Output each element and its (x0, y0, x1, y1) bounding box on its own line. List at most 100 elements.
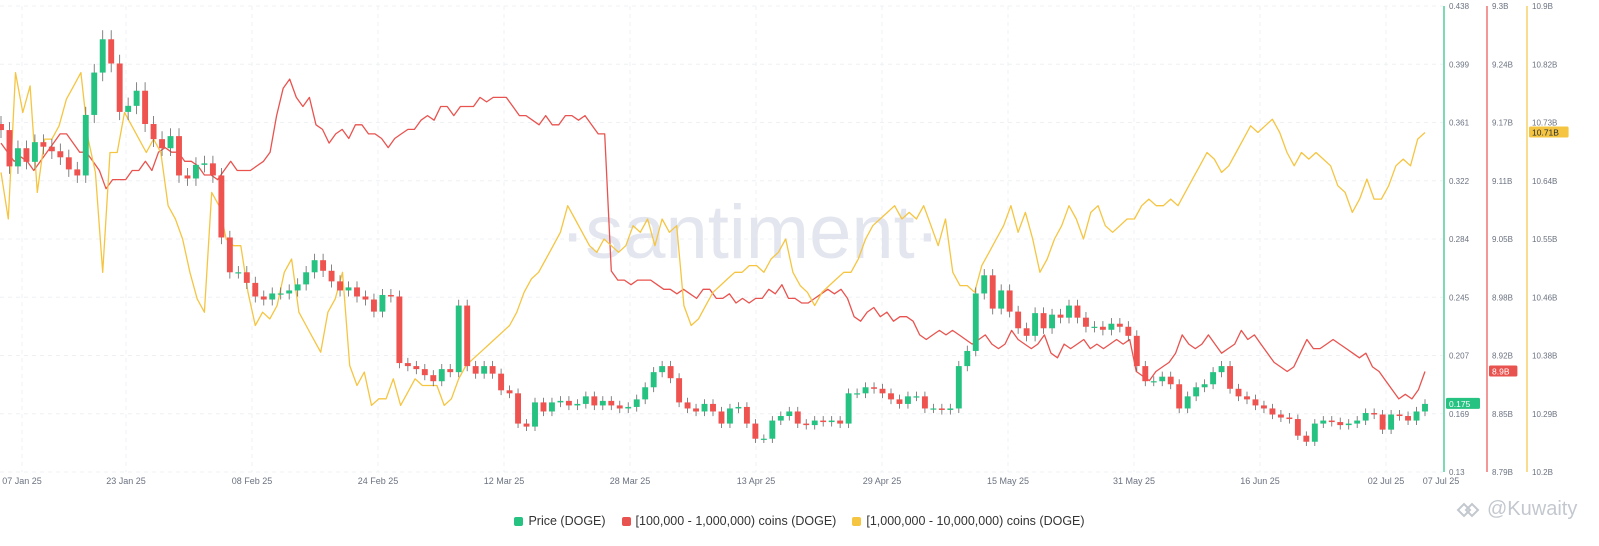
candle-body (116, 63, 123, 112)
legend-item-large-holders[interactable]: [1,000,000 - 10,000,000) coins (DOGE) (852, 514, 1085, 528)
x-tick-label: 29 Apr 25 (863, 476, 902, 486)
candle-body (1023, 328, 1030, 336)
candle-body (777, 416, 784, 421)
mid-holders-tick-label: 9.3B (1492, 2, 1508, 11)
candle-body (176, 136, 182, 176)
candle-body (99, 39, 106, 73)
mid-holders-tick-label: 8.85B (1492, 410, 1513, 419)
candle-body (862, 387, 869, 394)
candle-body (1388, 414, 1395, 430)
candle-body (108, 39, 115, 64)
candle-body (786, 411, 793, 417)
candle-body (235, 272, 242, 274)
candle-body (320, 260, 327, 271)
candle-body (608, 400, 615, 406)
candle-body (226, 237, 233, 273)
mid-holders-line (0, 78, 1426, 400)
candle-body (48, 146, 55, 152)
candle-body (6, 130, 13, 167)
candle-body (1210, 372, 1217, 385)
x-tick-label: 07 Jan 25 (2, 476, 42, 486)
x-tick-label: 28 Mar 25 (610, 476, 651, 486)
candle-body (1227, 366, 1233, 389)
candle-body (947, 408, 954, 410)
candle-body (591, 396, 598, 406)
candle-body (1379, 414, 1386, 430)
candle-body (667, 366, 674, 379)
candle-body (337, 281, 343, 291)
candle-body (1252, 399, 1259, 406)
candle-body (701, 403, 708, 412)
legend-swatch-mid-holders (621, 516, 631, 526)
candle-body (82, 114, 89, 176)
candle-body (1116, 323, 1123, 327)
candle-body (879, 388, 886, 394)
series-layer (0, 71, 1426, 407)
candle-body (574, 403, 581, 406)
candle-body (981, 275, 988, 294)
candle-body (1303, 435, 1310, 442)
candle-body (998, 290, 1005, 309)
candle-body (1057, 314, 1064, 318)
candle-body (489, 366, 496, 374)
x-tick-label: 31 May 25 (1113, 476, 1155, 486)
candle-body (565, 400, 572, 406)
candle-body (989, 275, 996, 309)
price-tick-label: 0.284 (1449, 235, 1470, 244)
legend-item-price[interactable]: Price (DOGE) (514, 514, 606, 528)
candle-body (74, 169, 81, 176)
candle-body (362, 296, 369, 300)
candle-body (371, 299, 377, 312)
candle-body (1354, 420, 1361, 424)
candle-body (379, 294, 386, 312)
candle-body (286, 290, 293, 294)
candle-body (125, 105, 132, 112)
price-tick-label: 0.169 (1449, 410, 1470, 419)
candle-body (1167, 376, 1174, 385)
price-tick-label: 0.207 (1449, 352, 1470, 361)
candle-body (1083, 317, 1089, 327)
candle-body (921, 396, 928, 409)
legend-label-large-holders: [1,000,000 - 10,000,000) coins (DOGE) (866, 514, 1085, 528)
candle-body (625, 406, 632, 409)
candle-body (532, 402, 538, 427)
candle-body (803, 423, 810, 426)
x-tick-label: 23 Jan 25 (106, 476, 146, 486)
candle-body (1066, 305, 1072, 318)
candle-body (913, 396, 920, 398)
grid-layer (0, 5, 1443, 473)
candle-body (1133, 335, 1140, 367)
candle-body (1125, 326, 1132, 336)
candle-body (57, 151, 64, 158)
candle-body (0, 124, 4, 131)
candle-body (845, 393, 852, 424)
legend-swatch-large-holders (852, 516, 862, 526)
legend-item-mid-holders[interactable]: [100,000 - 1,000,000) coins (DOGE) (621, 514, 836, 528)
candle-body (294, 284, 301, 291)
candle-body (1244, 396, 1250, 400)
candle-body (710, 403, 716, 412)
large-holders-tick-label: 10.9B (1532, 2, 1553, 11)
candle-body (243, 272, 250, 283)
candle-body (498, 373, 505, 391)
price-tick-label: 0.361 (1449, 119, 1470, 128)
candle-body (133, 90, 140, 106)
candle-body (1345, 423, 1352, 426)
large-holders-tick-label: 10.38B (1532, 352, 1557, 361)
mid-holders-tick-label: 9.11B (1492, 177, 1512, 186)
candle-body (1015, 311, 1022, 329)
candle-body (345, 287, 352, 291)
candle-body (269, 293, 276, 300)
candle-body (1201, 384, 1208, 388)
candle-body (964, 350, 971, 367)
candle-body (1413, 411, 1420, 421)
candle-body (1006, 290, 1013, 312)
candle-body (650, 372, 657, 388)
large-holders-current-badge (1529, 126, 1569, 138)
price-tick-label: 0.438 (1449, 2, 1470, 11)
mid-holders-tick-label: 8.79B (1492, 468, 1513, 477)
legend: Price (DOGE) [100,000 - 1,000,000) coins… (0, 510, 1599, 532)
candle-layer (0, 30, 1428, 446)
candle-body (209, 163, 216, 176)
